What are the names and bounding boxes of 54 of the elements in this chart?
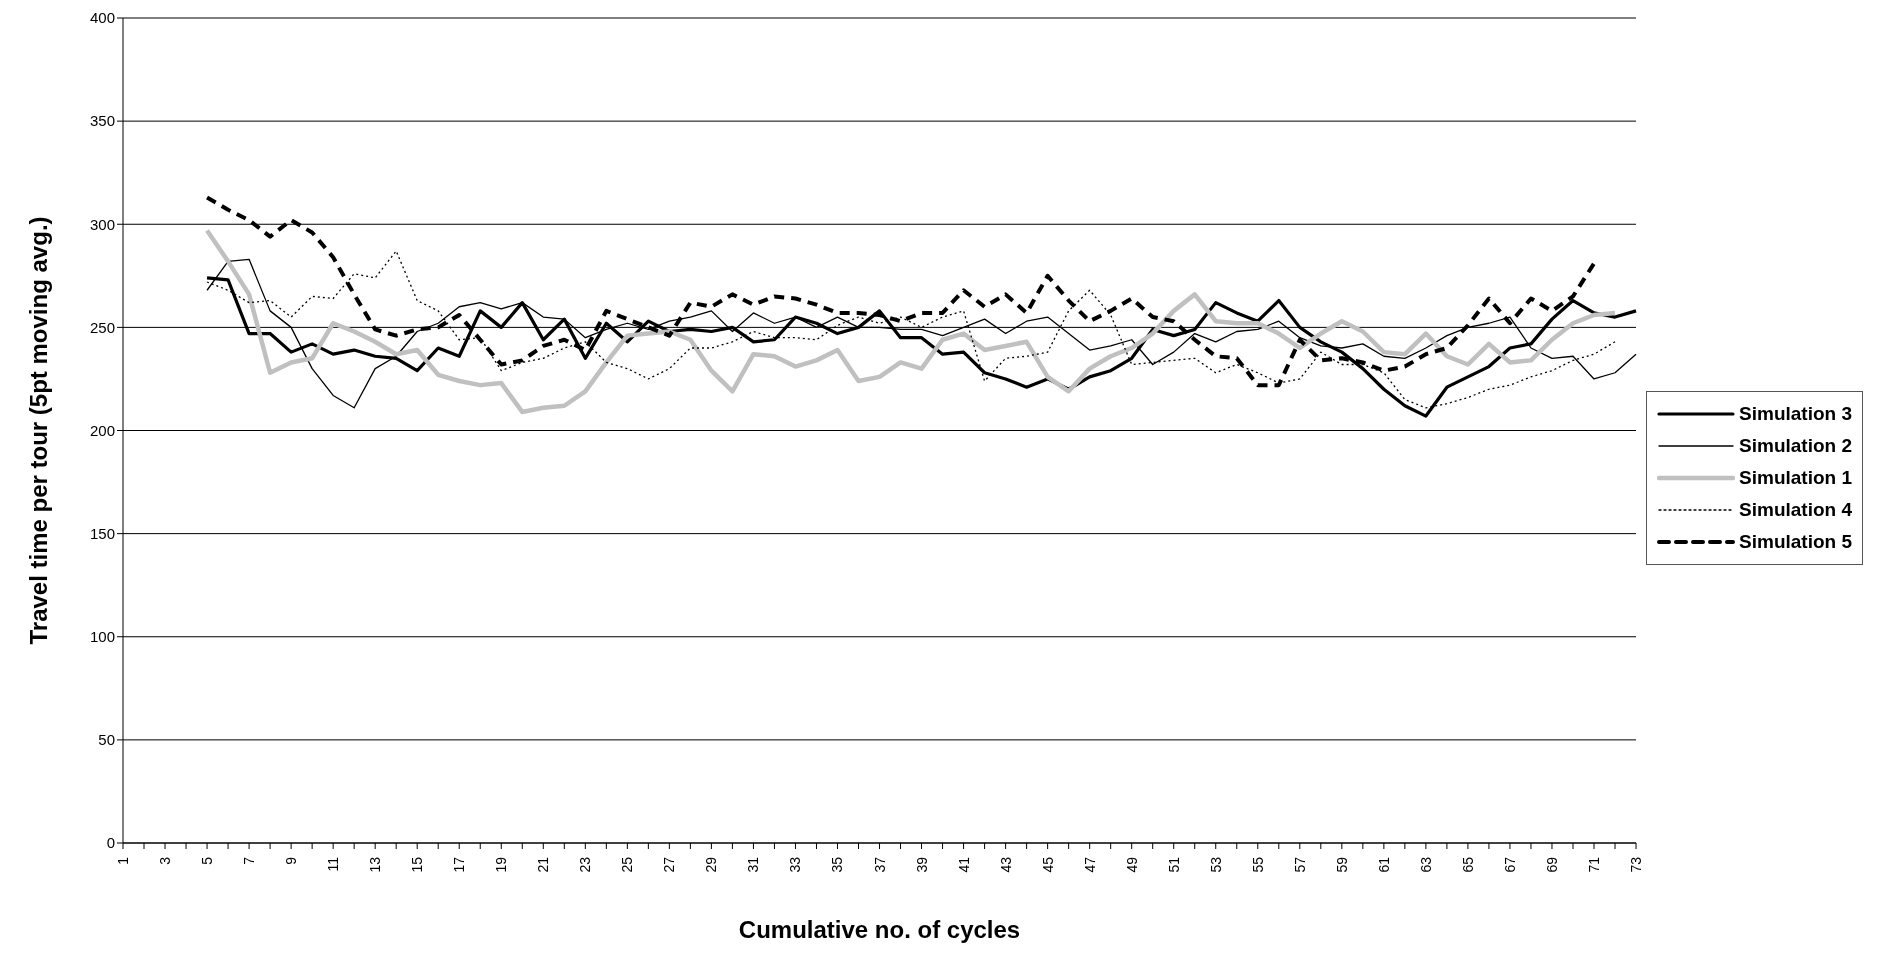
x-tick-label: 13 (367, 856, 384, 873)
x-tick-label: 41 (955, 856, 972, 873)
x-tick-label: 27 (661, 856, 678, 873)
x-tick-label: 33 (787, 856, 804, 873)
x-tick-label: 45 (1039, 856, 1056, 873)
line-series (204, 228, 1618, 415)
x-tick-label: 37 (871, 856, 888, 873)
y-tick-label: 150 (89, 524, 115, 542)
x-tick-label: 11 (325, 856, 342, 872)
x-tick-label: 9 (283, 856, 300, 865)
x-tick-label: 73 (1628, 856, 1645, 873)
x-tick-label: 63 (1417, 856, 1434, 873)
legend-label: Simulation 4 (1739, 499, 1852, 521)
x-tick-label: 7 (241, 856, 258, 865)
legend-label: Simulation 3 (1739, 403, 1852, 425)
x-tick-label: 1 (115, 856, 131, 865)
y-tick-label: 400 (89, 9, 115, 27)
x-tick-label: 61 (1375, 856, 1392, 873)
y-tick-label: 350 (89, 112, 115, 130)
x-tick-label: 29 (703, 856, 720, 873)
x-tick-label: 51 (1165, 856, 1182, 873)
y-tick-label: 100 (89, 628, 115, 646)
x-tick-label: 17 (451, 856, 468, 873)
x-tick-label: 65 (1459, 856, 1476, 873)
x-tick-label: 19 (493, 856, 510, 873)
x-tick-label: 3 (157, 856, 174, 865)
x-tick-label: 55 (1249, 856, 1266, 873)
x-tick-label: 21 (535, 856, 552, 873)
y-axis-title: Travel time per tour (5pt moving avg.) (24, 216, 52, 645)
y-tick-label: 0 (106, 834, 115, 852)
y-tick-label: 300 (89, 215, 115, 233)
x-tick-label: 49 (1123, 856, 1140, 873)
legend-label: Simulation 2 (1739, 435, 1852, 457)
x-tick-label: 47 (1081, 856, 1098, 873)
x-axis-title: Cumulative no. of cycles (738, 916, 1021, 943)
legend-label: Simulation 1 (1739, 467, 1852, 489)
x-tick-label: 15 (409, 856, 426, 873)
legend-label: Simulation 5 (1739, 531, 1852, 553)
x-tick-label: 35 (829, 856, 846, 873)
x-tick-label: 25 (619, 856, 636, 873)
x-tick-label: 57 (1291, 856, 1308, 873)
y-tick-label: 200 (89, 421, 115, 439)
x-tick-label: 59 (1333, 856, 1350, 873)
y-tick-label: 50 (98, 731, 115, 749)
x-tick-label: 43 (997, 856, 1014, 873)
x-tick-label: 39 (913, 856, 930, 873)
x-tick-label: 23 (577, 856, 594, 873)
x-tick-label: 69 (1543, 856, 1560, 873)
x-tick-label: 31 (745, 856, 762, 873)
y-tick-label: 250 (89, 318, 115, 336)
x-tick-label: 53 (1207, 856, 1224, 873)
x-tick-label: 67 (1501, 856, 1518, 873)
x-tick-label: 71 (1586, 856, 1602, 873)
x-tick-label: 5 (199, 856, 216, 865)
